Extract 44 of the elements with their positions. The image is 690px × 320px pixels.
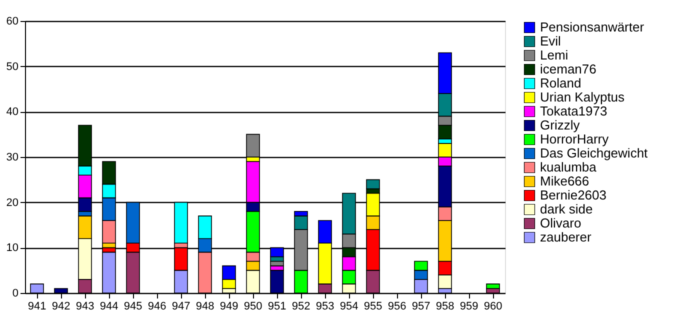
legend-label: kualumba	[540, 160, 598, 174]
x-tick-label: 944	[100, 300, 118, 312]
legend-label: Olivaro	[540, 216, 582, 230]
x-tick-label: 948	[196, 300, 214, 312]
x-tick-label: 941	[28, 300, 46, 312]
x-tick-label: 959	[460, 300, 478, 312]
legend-label: HorrorHarry	[540, 132, 610, 146]
legend-label: Roland	[540, 76, 582, 90]
legend-label: Grizzly	[540, 118, 580, 132]
y-tick-label: 0	[12, 288, 18, 300]
x-tick-label: 958	[436, 300, 454, 312]
x-tick-label: 942	[52, 300, 70, 312]
x-tick-label: 956	[388, 300, 406, 312]
legend-label: Tokata1973	[540, 104, 608, 118]
legend-label: Pensionsanwärter	[540, 20, 645, 34]
x-tick-label: 952	[292, 300, 310, 312]
x-tick-label: 955	[364, 300, 382, 312]
legend-label: Urian Kalyptus	[540, 90, 626, 104]
x-tick-label: 945	[124, 300, 142, 312]
legend-label: Bernie2603	[540, 188, 606, 202]
x-tick-label: 943	[76, 300, 94, 312]
y-tick-label: 20	[6, 196, 18, 209]
legend-label: Lemi	[540, 48, 568, 62]
x-tick-label: 949	[220, 300, 238, 312]
y-tick-label: 30	[6, 152, 18, 164]
x-tick-label: 946	[148, 300, 166, 312]
x-tick-label: 950	[244, 300, 262, 312]
y-tick-label: 50	[6, 60, 18, 73]
legend-label: dark side	[540, 202, 593, 216]
x-tick-label: 951	[268, 300, 286, 312]
y-tick-label: 10	[6, 242, 18, 254]
x-tick-label: 947	[172, 300, 190, 312]
x-tick-label: 957	[412, 300, 430, 312]
x-tick-label: 953	[316, 300, 334, 312]
x-tick-label: 960	[484, 300, 502, 312]
y-tick-label: 40	[6, 106, 18, 118]
legend-label: Das Gleichgewicht	[540, 146, 648, 160]
y-tick-label: 60	[6, 16, 18, 28]
legend-label: Mike666	[540, 174, 590, 188]
legend-label: zauberer	[540, 230, 592, 244]
legend-label: iceman76	[540, 62, 596, 76]
x-tick-label: 954	[340, 300, 358, 312]
legend-label: Evil	[540, 34, 562, 48]
bar	[366, 179, 380, 190]
